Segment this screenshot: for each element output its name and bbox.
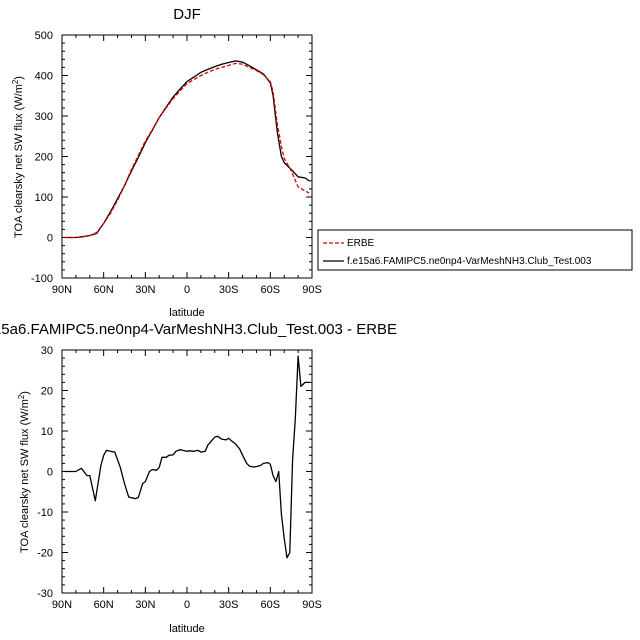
top-x-tick-label: 90S — [302, 284, 322, 296]
top-y-tick-label: 500 — [35, 30, 53, 42]
legend-model-label: f.e15a6.FAMIPC5.ne0np4-VarMeshNH3.Club_T… — [347, 256, 592, 267]
bottom-x-tick-label: 30N — [135, 599, 155, 611]
top-y-tick-label: 100 — [35, 192, 53, 204]
top-x-tick-label: 60S — [261, 284, 281, 296]
bottom-y-tick-label: -10 — [37, 507, 53, 519]
top-y-tick-label: 300 — [35, 111, 53, 123]
bottom-x-tick-label: 90S — [302, 599, 322, 611]
bottom-x-tick-label: 90N — [52, 599, 72, 611]
top-y-tick-label: 400 — [35, 71, 53, 83]
bottom-y-tick-label: -30 — [37, 588, 53, 600]
bottom-series — [64, 355, 310, 559]
bottom-y-axis-label: TOA clearsky net SW flux (W/m2) — [17, 391, 31, 553]
bottom-x-tick-label: 30S — [219, 599, 239, 611]
bottom-y-tick-label: 30 — [41, 345, 53, 357]
top-x-tick-label: 60N — [94, 284, 114, 296]
bottom-ticks: 90N 60N 30N 0 30S 60S 90S -30 -20 -10 0 10 20 30 — [37, 345, 322, 611]
bottom-chart: 15a6.FAMIPC5.ne0np4-VarMeshNH3.Club_Test… — [0, 321, 397, 635]
top-y-tick-label: 200 — [35, 152, 53, 164]
top-series — [64, 60, 310, 239]
bottom-x-tick-label: 60S — [261, 599, 281, 611]
top-series-line-erbe — [64, 62, 310, 239]
top-y-axis-label: TOA clearsky net SW flux (W/m2) — [11, 76, 25, 238]
top-x-tick-label: 30N — [135, 284, 155, 296]
top-plot-frame — [61, 34, 313, 279]
bottom-y-tick-label: 10 — [41, 426, 53, 438]
top-series-line-model — [64, 60, 310, 239]
top-x-tick-label: 90N — [52, 284, 72, 296]
top-x-tick-label: 30S — [219, 284, 239, 296]
bottom-x-axis-label: latitude — [169, 623, 204, 635]
top-y-tick-label: 0 — [47, 233, 53, 245]
top-chart: DJF 90N 60N 30N 0 30S 60S 90S -100 0 100 200 300 400… — [11, 6, 322, 319]
bottom-x-tick-label: 60N — [94, 599, 114, 611]
top-x-tick-label: 0 — [184, 284, 190, 296]
legend-frame — [317, 229, 633, 271]
top-y-tick-label: -100 — [31, 273, 53, 285]
top-ticks: 90N 60N 30N 0 30S 60S 90S -100 0 100 200 300 400 500 — [31, 30, 322, 296]
bottom-plot-frame — [61, 349, 313, 594]
bottom-x-tick-label: 0 — [184, 599, 190, 611]
bottom-y-tick-label: -20 — [37, 548, 53, 560]
bottom-y-tick-label: 0 — [47, 467, 53, 479]
top-x-axis-label: latitude — [169, 307, 204, 319]
bottom-chart-title: 15a6.FAMIPC5.ne0np4-VarMeshNH3.Club_Test… — [0, 321, 397, 338]
bottom-series-line-model — [64, 355, 310, 559]
legend-erbe-label: ERBE — [347, 238, 375, 249]
bottom-y-tick-label: 20 — [41, 386, 53, 398]
top-chart-title: DJF — [173, 6, 201, 23]
legend: ERBE f.e15a6.FAMIPC5.ne0np4-VarMeshNH3.C… — [317, 229, 633, 271]
